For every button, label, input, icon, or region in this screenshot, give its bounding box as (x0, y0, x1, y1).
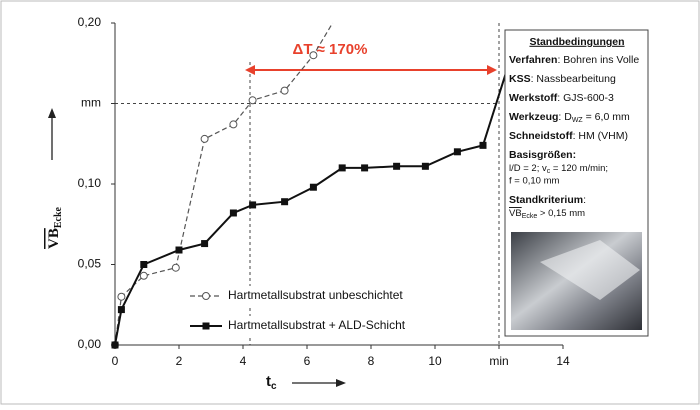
point (201, 240, 208, 247)
point (310, 184, 317, 191)
x-axis-label: tc (266, 373, 277, 392)
info-val: VB (509, 208, 522, 219)
legend-marker (203, 293, 210, 300)
info-key: Werkzeug (509, 111, 558, 123)
y-arrow-head (48, 108, 56, 118)
info-title: Standbedingungen (529, 36, 624, 48)
info-line: Schneidstoff: HM (VHM) (509, 130, 628, 142)
annotation-arrow-head (487, 65, 497, 75)
info-line: f = 0,10 mm (509, 176, 560, 187)
x-tick-label: 6 (304, 354, 311, 368)
x-tick-label: 8 (368, 354, 375, 368)
point (361, 164, 368, 171)
info-line: Werkstoff: GJS-600-3 (509, 92, 614, 104)
point (140, 261, 147, 268)
y-tick-label: 0,20 (78, 15, 102, 29)
info-line: l/D = 2; vc = 120 m/min; (509, 163, 608, 175)
info-val: : D (558, 111, 572, 123)
info-key: Standkriterium (509, 194, 583, 206)
info-val: : (583, 194, 586, 206)
info-box: Standbedingungen Verfahren: Bohren ins V… (505, 30, 648, 336)
legend-label: Hartmetallsubstrat + ALD-Schicht (228, 318, 406, 332)
y-label-main: VB (46, 228, 62, 249)
x-tick-label: 10 (428, 354, 442, 368)
info-line: Standkriterium: (509, 194, 586, 206)
info-key: Werkstoff (509, 92, 558, 104)
info-line: Basisgrößen: (509, 149, 576, 161)
info-line: VBEcke > 0,15 mm (509, 208, 585, 220)
info-sub: Ecke (522, 213, 538, 220)
info-val: l/D = 2; v (509, 163, 547, 174)
info-line: Verfahren: Bohren ins Volle (509, 54, 639, 66)
info-val: : Nassbearbeitung (531, 73, 616, 85)
y-axis-label: VBEcke (46, 206, 64, 249)
legend-label: Hartmetallsubstrat unbeschichtet (228, 288, 403, 302)
info-val: : GJS-600-3 (557, 92, 614, 104)
point (422, 163, 429, 170)
point (339, 164, 346, 171)
point (118, 306, 125, 313)
point (201, 135, 208, 142)
point (172, 264, 179, 271)
point (230, 209, 237, 216)
point (281, 198, 288, 205)
legend-marker (203, 323, 210, 330)
x-arrow-head (336, 379, 346, 387)
point (454, 148, 461, 155)
info-key: Verfahren (509, 54, 557, 66)
point (310, 52, 317, 59)
x-tick-label: min (489, 354, 508, 368)
point (249, 201, 256, 208)
info-val: : Bohren ins Volle (557, 54, 639, 66)
x-label-sub: c (271, 381, 277, 392)
x-tick-label: 14 (556, 354, 570, 368)
y-tick-label: 0,05 (78, 257, 102, 271)
info-line: KSS: Nassbearbeitung (509, 73, 616, 85)
point (118, 293, 125, 300)
x-tick-label: 2 (176, 354, 183, 368)
info-line: Werkzeug: DWZ = 6,0 mm (509, 111, 630, 124)
x-tick-label: 4 (240, 354, 247, 368)
point (112, 342, 119, 349)
chart: 0,00 0,05 0,10 mm 0,20 0 2 4 6 8 10 min 14 ΔT ≈ 170% H… (0, 0, 700, 405)
point (480, 142, 487, 149)
y-tick-label: 0,10 (78, 176, 102, 190)
point (249, 97, 256, 104)
info-key: Schneidstoff (509, 130, 573, 142)
info-sub: WZ (572, 117, 584, 124)
info-key: KSS (509, 73, 531, 85)
point (281, 87, 288, 94)
point (140, 272, 147, 279)
info-val: = 6,0 mm (583, 111, 630, 123)
y-label-sub: Ecke (53, 206, 64, 228)
y-tick-label: mm (81, 96, 101, 110)
info-val: = 120 m/min; (550, 163, 608, 174)
point (176, 247, 183, 254)
info-val: > 0,15 mm (537, 208, 585, 219)
annotation: ΔT ≈ 170% (293, 41, 368, 58)
point (393, 163, 400, 170)
info-val: : HM (VHM) (573, 130, 628, 142)
x-tick-label: 0 (112, 354, 119, 368)
point (230, 121, 237, 128)
annotation-arrow-head (245, 65, 255, 75)
y-tick-label: 0,00 (78, 337, 102, 351)
